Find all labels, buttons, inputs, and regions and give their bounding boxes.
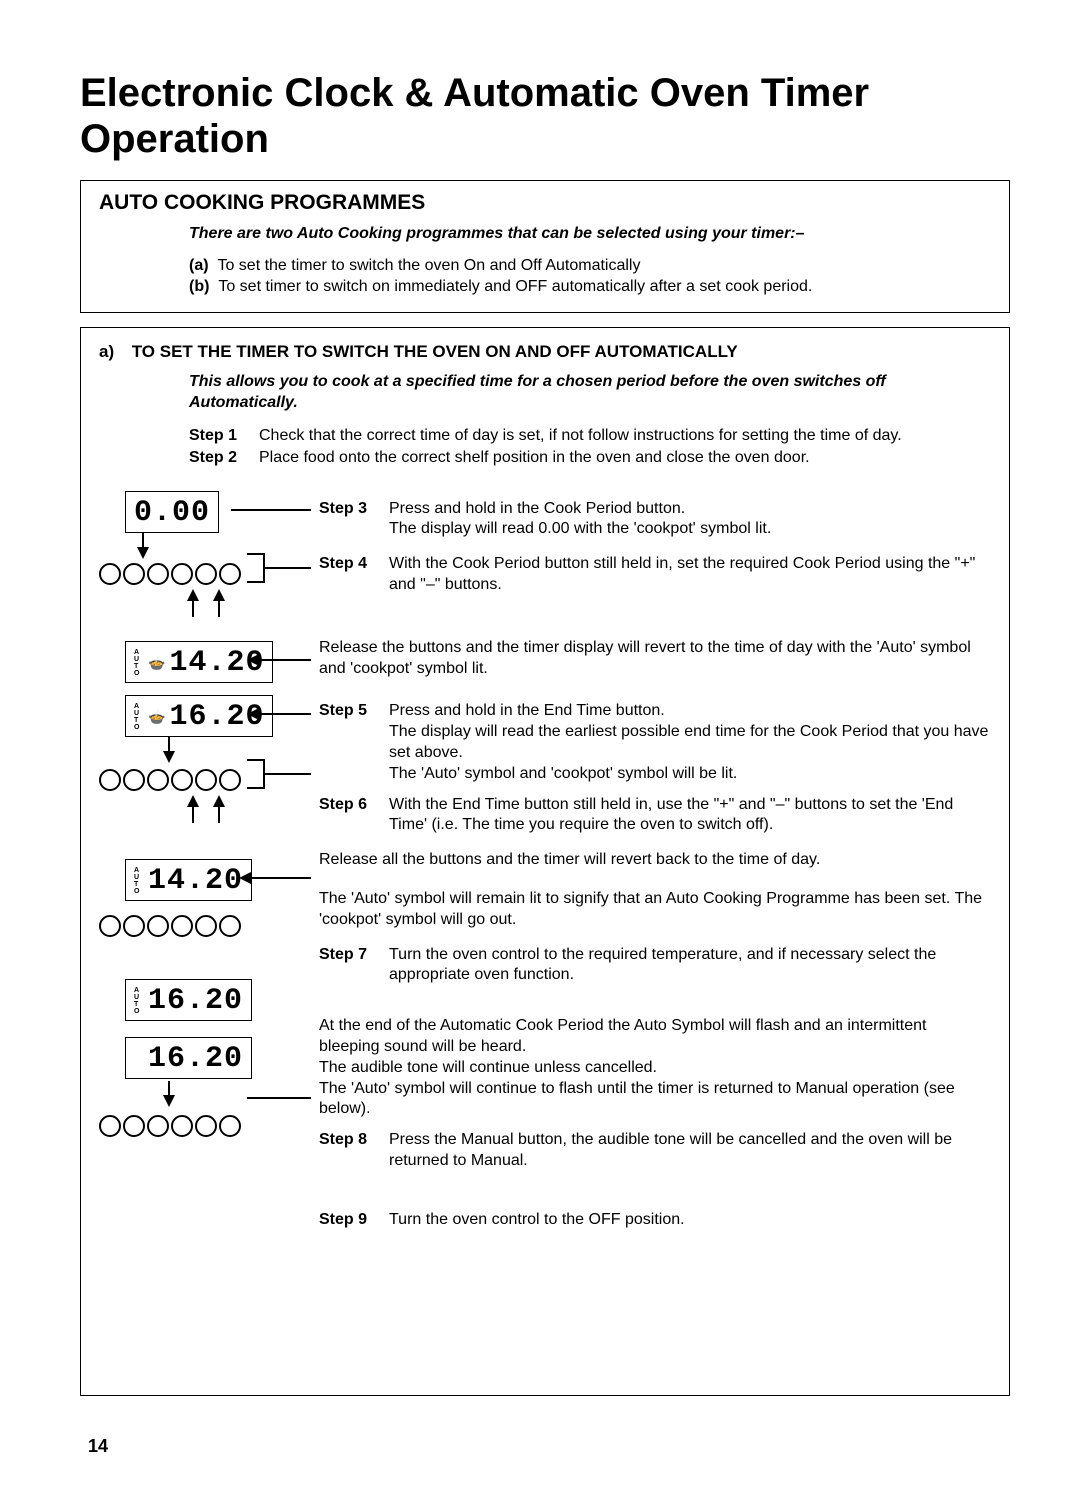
step-5-text-3: The 'Auto' symbol and 'cookpot' symbol w… bbox=[389, 764, 991, 785]
end-paragraph: At the end of the Automatic Cook Period … bbox=[319, 1016, 991, 1120]
step-3-text-2: The display will read 0.00 with the 'coo… bbox=[389, 519, 771, 540]
auto-cooking-box: AUTO COOKING PROGRAMMES There are two Au… bbox=[80, 180, 1010, 313]
arrow-down-icon bbox=[163, 751, 175, 763]
connector-bracket bbox=[247, 553, 265, 583]
step-9-text: Turn the oven control to the OFF positio… bbox=[389, 1210, 685, 1231]
display-16-20-b-value: 16.20 bbox=[148, 984, 243, 1018]
release-note-1: Release the buttons and the timer displa… bbox=[319, 638, 991, 680]
button-row-1 bbox=[99, 563, 241, 585]
display-16-20-c-value: 16.20 bbox=[148, 1042, 243, 1076]
arrow-down-icon bbox=[137, 547, 149, 559]
option-a: (a) To set the timer to switch the oven … bbox=[189, 255, 991, 277]
display-14-20-b-value: 14.20 bbox=[148, 864, 243, 898]
button-row-2 bbox=[99, 769, 241, 791]
arrow-up-icon bbox=[213, 795, 225, 807]
step-9-label: Step 9 bbox=[319, 1210, 389, 1231]
procedure-heading-a: a) bbox=[99, 342, 127, 362]
procedure-heading: a) TO SET THE TIMER TO SWITCH THE OVEN O… bbox=[99, 342, 991, 362]
step-5: Step 5 Press and hold in the End Time bu… bbox=[319, 701, 991, 784]
connector-line bbox=[231, 509, 311, 511]
step-4-text: With the Cook Period button still held i… bbox=[389, 554, 991, 596]
step-4: Step 4 With the Cook Period button still… bbox=[319, 554, 991, 596]
display-14-20-b: AUTO 14.20 bbox=[125, 859, 252, 901]
step-3: Step 3 Press and hold in the Cook Period… bbox=[319, 499, 991, 541]
step-2-text: Place food onto the correct shelf positi… bbox=[259, 447, 810, 469]
connector-line bbox=[247, 1097, 311, 1099]
procedure-box: a) TO SET THE TIMER TO SWITCH THE OVEN O… bbox=[80, 327, 1010, 1396]
step-6-label: Step 6 bbox=[319, 795, 389, 837]
arrow-up-icon bbox=[213, 589, 225, 601]
display-0-00: 0.00 bbox=[125, 491, 219, 533]
step-9: Step 9 Turn the oven control to the OFF … bbox=[319, 1210, 991, 1231]
connector-line bbox=[249, 877, 311, 879]
option-b-text: To set timer to switch on immediately an… bbox=[218, 278, 812, 295]
auto-note: The 'Auto' symbol will remain lit to sig… bbox=[319, 889, 991, 931]
display-0-00-value: 0.00 bbox=[134, 496, 210, 530]
step-3-label: Step 3 bbox=[319, 499, 389, 541]
option-a-label: (a) bbox=[189, 257, 209, 274]
step-6-text: With the End Time button still held in, … bbox=[389, 795, 991, 837]
connector-line bbox=[265, 567, 311, 569]
arrow-left-icon bbox=[247, 708, 259, 720]
cookpot-icon: 🍲 bbox=[148, 710, 165, 724]
option-b: (b) To set timer to switch on immediatel… bbox=[189, 276, 991, 298]
display-16-20-c: AUTO 16.20 bbox=[125, 1037, 252, 1079]
step-1-label: Step 1 bbox=[189, 425, 259, 447]
auto-symbol-icon: AUTO bbox=[134, 987, 144, 1015]
button-row-4 bbox=[99, 1115, 241, 1137]
button-row-3 bbox=[99, 915, 241, 937]
cookpot-icon: 🍲 bbox=[148, 656, 165, 670]
auto-symbol-icon: AUTO bbox=[134, 867, 144, 895]
arrow-left-icon bbox=[239, 872, 251, 884]
step-5-label: Step 5 bbox=[319, 701, 389, 784]
step-2: Step 2 Place food onto the correct shelf… bbox=[189, 447, 991, 469]
page-title: Electronic Clock & Automatic Oven Timer … bbox=[80, 70, 1010, 162]
instruction-text-column: Step 3 Press and hold in the Cook Period… bbox=[319, 491, 991, 1265]
step-1: Step 1 Check that the correct time of da… bbox=[189, 425, 991, 447]
step-8-label: Step 8 bbox=[319, 1130, 389, 1172]
step-8: Step 8 Press the Manual button, the audi… bbox=[319, 1130, 991, 1172]
step-1-text: Check that the correct time of day is se… bbox=[259, 425, 902, 447]
connector-line bbox=[257, 713, 311, 715]
connector-line bbox=[265, 773, 311, 775]
procedure-heading-text: TO SET THE TIMER TO SWITCH THE OVEN ON A… bbox=[132, 342, 738, 361]
step-6: Step 6 With the End Time button still he… bbox=[319, 795, 991, 837]
auto-symbol-icon: AUTO bbox=[134, 649, 144, 677]
step-7: Step 7 Turn the oven control to the requ… bbox=[319, 945, 991, 987]
connector-bracket bbox=[247, 759, 265, 789]
arrow-up-icon bbox=[187, 589, 199, 601]
display-16-20-b: AUTO 16.20 bbox=[125, 979, 252, 1021]
arrow-up-icon bbox=[187, 795, 199, 807]
option-b-label: (b) bbox=[189, 278, 209, 295]
step-4-label: Step 4 bbox=[319, 554, 389, 596]
connector-line bbox=[257, 659, 311, 661]
step-2-label: Step 2 bbox=[189, 447, 259, 469]
step-7-label: Step 7 bbox=[319, 945, 389, 987]
option-a-text: To set the timer to switch the oven On a… bbox=[217, 257, 640, 274]
step-8-text: Press the Manual button, the audible ton… bbox=[389, 1130, 991, 1172]
step-7-text: Turn the oven control to the required te… bbox=[389, 945, 991, 987]
arrow-down-icon bbox=[163, 1095, 175, 1107]
step-3-text-1: Press and hold in the Cook Period button… bbox=[389, 499, 771, 520]
procedure-desc: This allows you to cook at a specified t… bbox=[189, 372, 949, 414]
auto-symbol-icon: AUTO bbox=[134, 703, 144, 731]
step-5-text-1: Press and hold in the End Time button. bbox=[389, 701, 991, 722]
page-number: 14 bbox=[88, 1436, 108, 1457]
release-note-2: Release all the buttons and the timer wi… bbox=[319, 850, 991, 871]
auto-cooking-lead: There are two Auto Cooking programmes th… bbox=[189, 223, 991, 245]
auto-cooking-heading: AUTO COOKING PROGRAMMES bbox=[99, 191, 991, 215]
step-5-text-2: The display will read the earliest possi… bbox=[389, 722, 991, 764]
arrow-left-icon bbox=[247, 654, 259, 666]
